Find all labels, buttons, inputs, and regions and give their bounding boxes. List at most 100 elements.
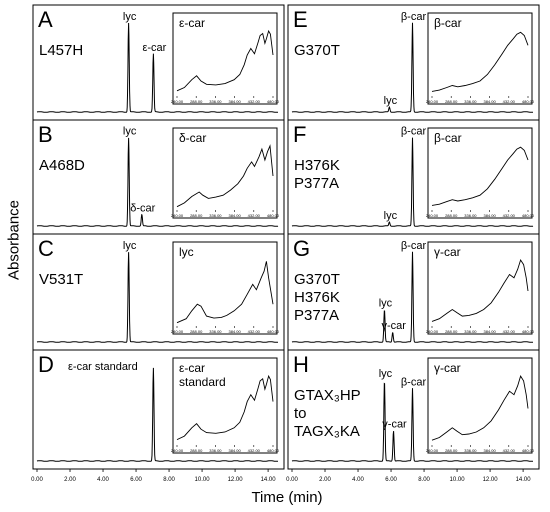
panel-frame: [287, 349, 540, 470]
inset-tick-label: 432.00: [503, 213, 516, 218]
chromatogram-trace: [291, 22, 533, 113]
inset-tick-label: 336.00: [209, 99, 222, 104]
inset-tick-label: 288.00: [445, 448, 458, 453]
inset-tick-label: 336.00: [209, 213, 222, 218]
peak-label: lyc: [123, 126, 137, 138]
inset-tick-label: 384.00: [228, 448, 241, 453]
inset-frame: [427, 241, 533, 335]
inset-tick-label: 288.00: [190, 448, 203, 453]
peak-label: β-car: [401, 240, 427, 252]
inset-title: β-car: [434, 131, 462, 145]
spectrum-line: [176, 261, 274, 324]
chromatogram-trace: [291, 137, 534, 227]
chromatogram-trace: [291, 382, 533, 462]
x-tick-label: 0.00: [31, 477, 43, 483]
inset-tick-label: 480.00: [522, 213, 535, 218]
inset-tick-label: 288.00: [445, 329, 458, 334]
panel-letter: C: [38, 236, 54, 261]
x-tick-label: 6.00: [130, 477, 142, 483]
peak-label: β-car: [401, 376, 427, 388]
x-tick-label: 10.00: [195, 477, 211, 483]
panel-letter: D: [38, 352, 54, 377]
peak-label: β-car: [401, 126, 427, 138]
inset-tick-label: 480.00: [267, 448, 280, 453]
inset-tick-label: 384.00: [483, 329, 496, 334]
x-tick-label: 8.00: [163, 477, 175, 483]
chromatogram-trace: [36, 22, 278, 113]
inset-tick-label: 384.00: [228, 329, 241, 334]
inset-tick-label: 240.00: [171, 213, 184, 218]
chromatogram-trace: [291, 251, 533, 343]
panel-letter: A: [38, 7, 53, 32]
inset-tick-label: 240.00: [171, 329, 184, 334]
sample-label: H376K: [294, 157, 340, 174]
panel-letter: H: [293, 352, 309, 377]
peak-label: lyc: [379, 368, 393, 380]
inset-tick-label: 288.00: [190, 213, 203, 218]
x-tick-label: 0.00: [286, 477, 298, 483]
x-tick-label: 12.00: [228, 477, 244, 483]
sample-label: GTAX₃HP: [294, 387, 361, 404]
peak-label: γ-car: [382, 419, 407, 431]
sample-label: TAGX₃KA: [294, 423, 360, 440]
inset-tick-label: 384.00: [483, 448, 496, 453]
x-tick-label: 2.00: [319, 477, 331, 483]
inset-frame: [172, 127, 278, 219]
x-tick-label: 14.00: [261, 477, 277, 483]
sample-label: H376K: [294, 289, 340, 306]
x-tick-label: 4.00: [352, 477, 364, 483]
inset-title: β-car: [434, 16, 462, 30]
sample-label: ε-car standard: [68, 361, 138, 373]
x-tick-label: 12.00: [483, 477, 499, 483]
inset-tick-label: 336.00: [464, 448, 477, 453]
inset-tick-label: 480.00: [267, 213, 280, 218]
inset-title: γ-car: [434, 361, 461, 375]
inset-tick-label: 480.00: [267, 329, 280, 334]
peak-label: lyc: [379, 298, 393, 310]
inset-title: standard: [179, 375, 226, 389]
inset-tick-label: 480.00: [522, 329, 535, 334]
inset-frame: [172, 12, 278, 105]
inset-title: ε-car: [179, 361, 205, 375]
panel-letter: G: [293, 236, 310, 261]
inset-tick-label: 336.00: [464, 99, 477, 104]
inset-tick-label: 432.00: [503, 448, 516, 453]
x-tick-label: 2.00: [64, 477, 76, 483]
x-axis-title: Time (min): [251, 489, 323, 506]
spectrum-line: [176, 374, 274, 441]
spectrum-line: [431, 146, 529, 206]
inset-frame: [427, 357, 533, 454]
inset-tick-label: 336.00: [209, 448, 222, 453]
inset-tick-label: 384.00: [228, 99, 241, 104]
x-tick-label: 4.00: [97, 477, 109, 483]
inset-title: γ-car: [434, 245, 461, 259]
panel-letter: E: [293, 7, 308, 32]
sample-label: G370T: [294, 271, 340, 288]
inset-tick-label: 384.00: [228, 213, 241, 218]
panel-frame: [32, 349, 285, 470]
peak-label: ε-car: [142, 42, 166, 54]
inset-tick-label: 288.00: [190, 329, 203, 334]
inset-tick-label: 480.00: [522, 99, 535, 104]
sample-label: P377A: [294, 307, 339, 324]
inset-tick-label: 336.00: [464, 329, 477, 334]
inset-tick-label: 336.00: [464, 213, 477, 218]
inset-title: lyc: [179, 245, 194, 259]
inset-frame: [172, 241, 278, 335]
sample-label: to: [294, 405, 307, 422]
inset-tick-label: 240.00: [426, 329, 439, 334]
peak-label: lyc: [123, 11, 137, 23]
sample-label: V531T: [39, 271, 83, 288]
spectrum-line: [176, 144, 274, 208]
inset-tick-label: 432.00: [248, 448, 261, 453]
inset-tick-label: 240.00: [426, 213, 439, 218]
inset-tick-label: 384.00: [483, 213, 496, 218]
x-tick-label: 14.00: [516, 477, 532, 483]
x-tick-label: 8.00: [418, 477, 430, 483]
inset-tick-label: 240.00: [426, 448, 439, 453]
peak-label: β-car: [401, 11, 427, 23]
x-tick-label: 10.00: [450, 477, 466, 483]
inset-tick-label: 480.00: [267, 99, 280, 104]
inset-tick-label: 432.00: [248, 99, 261, 104]
